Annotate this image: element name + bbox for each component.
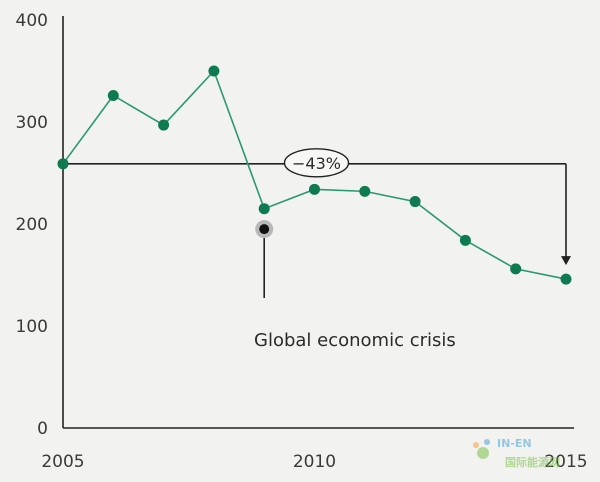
x-tick-label: 2015 [544, 452, 587, 472]
y-tick-label: 0 [37, 419, 48, 439]
data-point-2013 [459, 234, 471, 246]
data-point-2010 [309, 183, 320, 195]
x-tick-label: 2005 [41, 452, 84, 472]
data-point-2007 [158, 119, 170, 131]
data-point-2015 [560, 273, 572, 285]
data-point-2008 [208, 65, 220, 77]
watermark-logo: IN-EN 国际能源网 [473, 437, 560, 469]
y-tick-label: 300 [16, 113, 48, 133]
data-point-2005 [57, 158, 69, 170]
svg-text:IN-EN: IN-EN [497, 437, 532, 450]
event-annotation-label: Global economic crisis [254, 330, 456, 351]
data-point-2011 [359, 185, 371, 197]
data-point-2006 [107, 89, 119, 101]
change-arrowhead [561, 256, 571, 266]
data-point-2014 [510, 263, 522, 275]
y-tick-label: 100 [16, 317, 48, 337]
y-tick-label: 200 [16, 215, 48, 235]
series-points [57, 65, 572, 285]
event-marker-dot [259, 224, 270, 235]
change-percent-label: −43% [292, 154, 341, 173]
change-percent-bubble [283, 148, 350, 178]
x-tick-label: 2010 [293, 452, 336, 472]
data-point-2012 [409, 196, 421, 208]
svg-text:国际能源网: 国际能源网 [505, 455, 560, 469]
data-point-2009 [258, 203, 270, 215]
y-tick-label: 400 [16, 11, 48, 31]
